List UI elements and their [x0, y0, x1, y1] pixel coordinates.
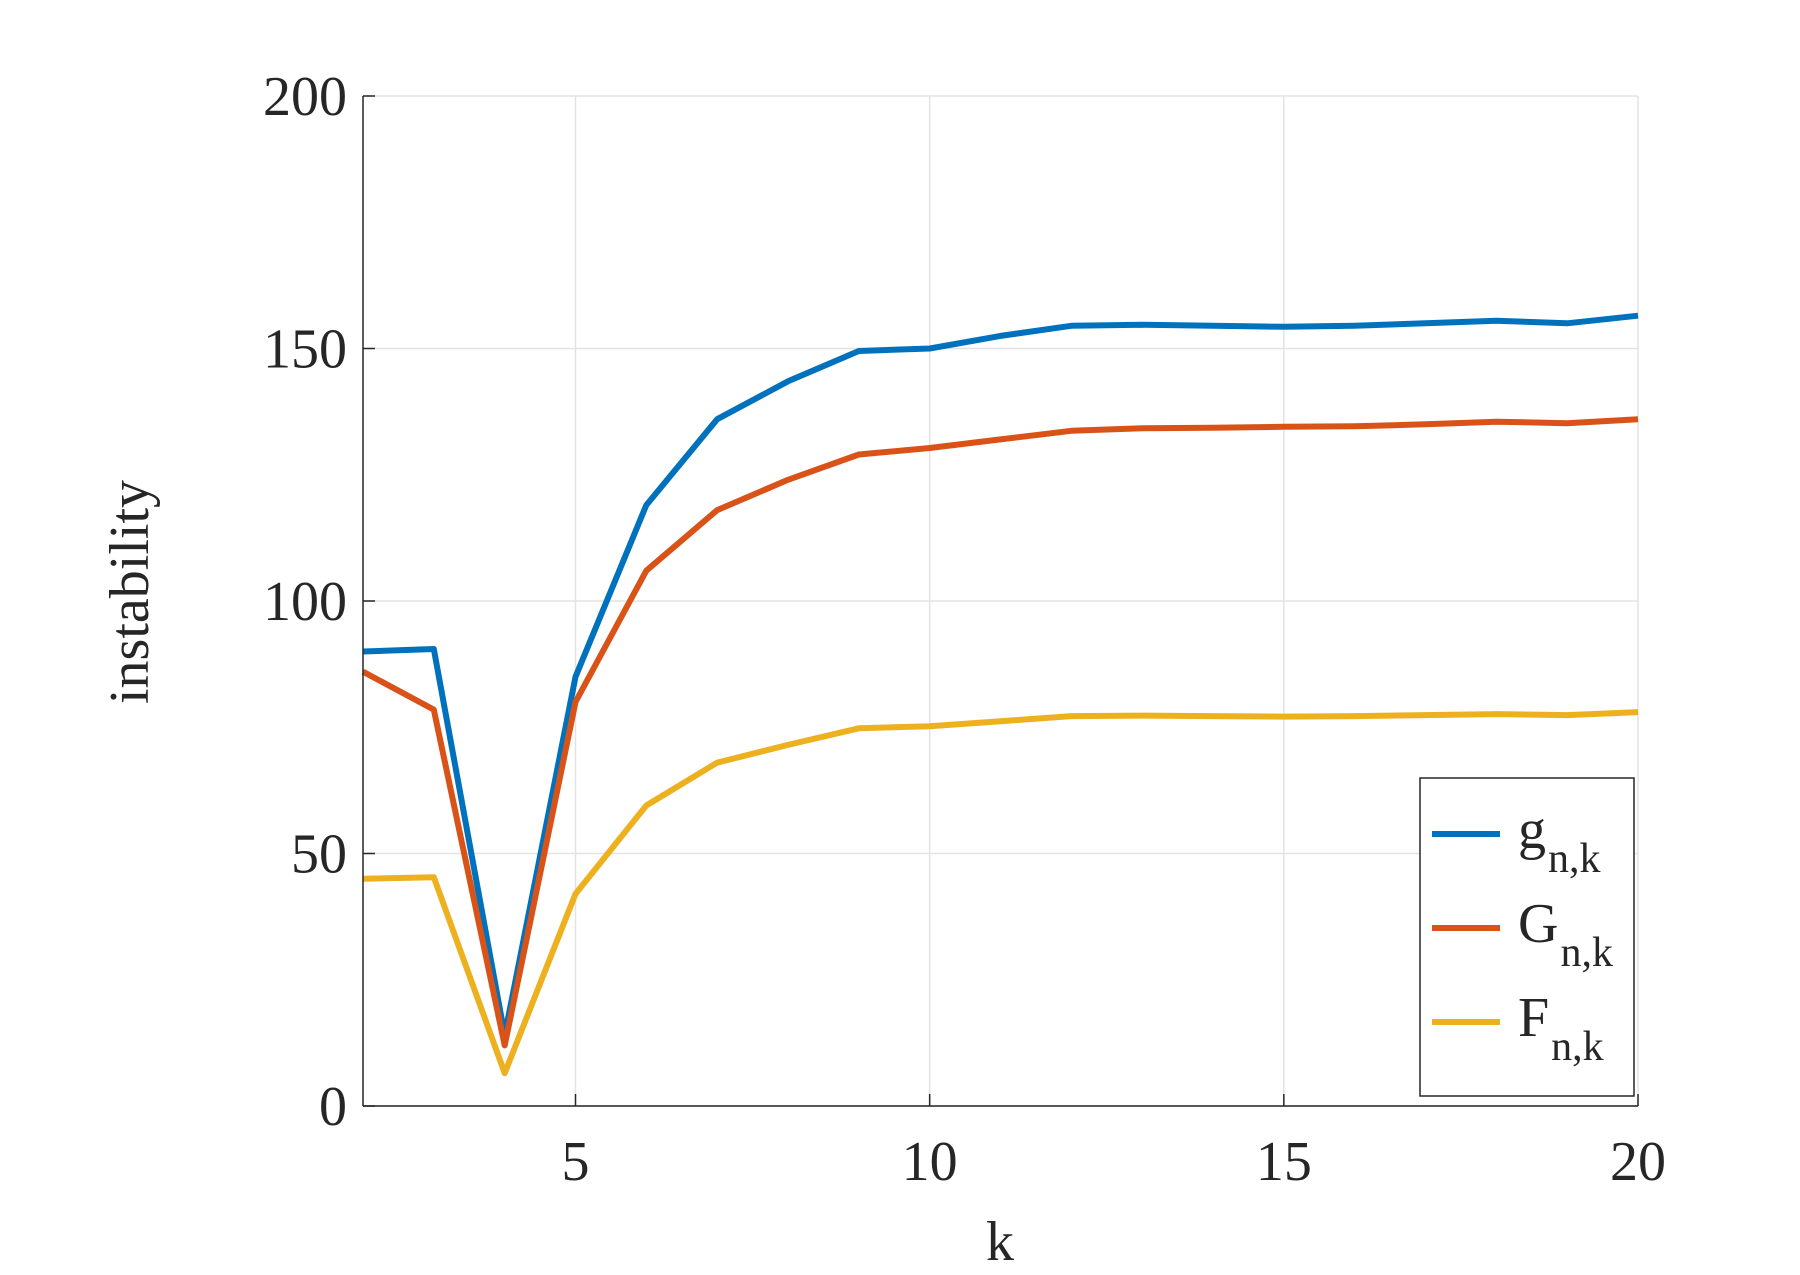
y-axis-label: instability — [99, 480, 161, 704]
x-axis-label: k — [986, 1211, 1014, 1270]
y-tick-label: 50 — [291, 824, 347, 886]
axes-layer — [362, 95, 1639, 1107]
series-line-G-1 — [361, 416, 1639, 1049]
x-tick-label: 10 — [902, 1131, 958, 1193]
series-line-F-2 — [362, 709, 1639, 1077]
series-layer — [361, 312, 1639, 1077]
y-tick-label: 100 — [263, 571, 347, 633]
y-tick-label: 0 — [319, 1076, 347, 1138]
legend-label-G: Gn,k — [1518, 893, 1613, 976]
series-line-g-0 — [362, 312, 1639, 1039]
legend-label-F: Fn,k — [1518, 987, 1604, 1070]
y-tick-label: 200 — [263, 66, 347, 128]
legend-label-g: gn,k — [1518, 799, 1601, 882]
legend: gn,k Gn,k Fn,k — [1419, 777, 1635, 1097]
x-tick-label: 20 — [1610, 1131, 1666, 1193]
x-tick-label: 15 — [1256, 1131, 1312, 1193]
x-tick-label: 5 — [562, 1131, 590, 1193]
y-tick-label: 150 — [263, 319, 347, 381]
